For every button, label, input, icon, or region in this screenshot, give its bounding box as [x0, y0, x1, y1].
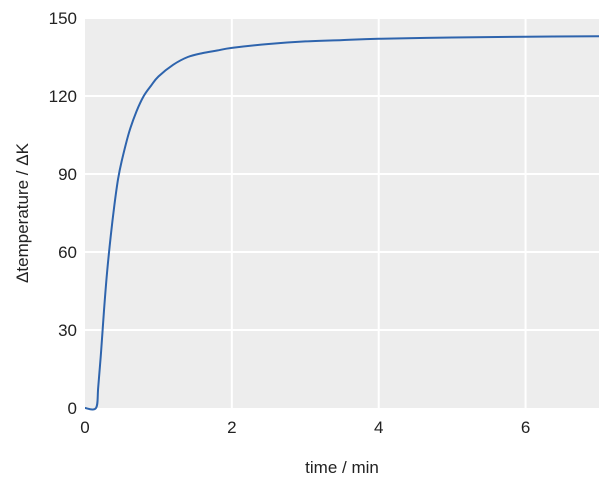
y-axis-label: Δtemperature / ΔK [13, 142, 32, 283]
x-tick-label: 2 [227, 418, 236, 437]
x-tick-label: 0 [80, 418, 89, 437]
series-layer [84, 35, 599, 411]
x-tick-labels: 0 2 4 6 [80, 418, 530, 437]
y-tick-label: 0 [68, 399, 77, 418]
y-tick-label: 120 [49, 87, 77, 106]
x-axis-label: time / min [305, 458, 379, 477]
x-tick-label: 6 [521, 418, 530, 437]
y-tick-label: 60 [58, 243, 77, 262]
y-tick-label: 150 [49, 9, 77, 28]
y-tick-labels: 0 30 60 90 120 150 [49, 9, 77, 418]
grid-lines [85, 17, 599, 408]
series-line [84, 35, 599, 411]
y-tick-label: 90 [58, 165, 77, 184]
x-tick-label: 4 [374, 418, 383, 437]
plot-background [85, 18, 599, 408]
y-tick-label: 30 [58, 321, 77, 340]
